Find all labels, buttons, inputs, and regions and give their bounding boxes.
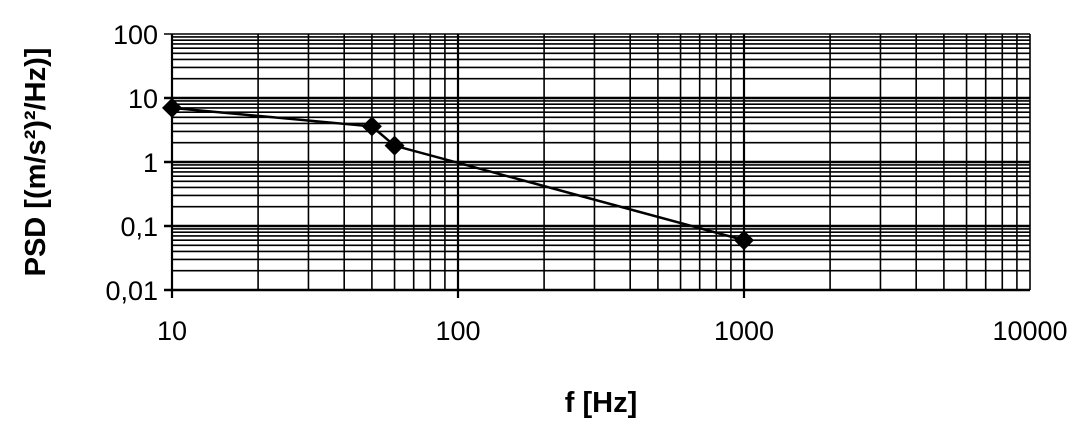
y-tick-label: 1 — [143, 148, 158, 178]
y-tick-label: 0,1 — [120, 212, 158, 242]
x-tick-label: 1000 — [714, 316, 774, 346]
data-point-marker — [162, 97, 182, 118]
grid — [164, 33, 1031, 298]
data-point-marker — [384, 135, 405, 156]
y-tick-label: 100 — [113, 20, 158, 50]
y-axis-label: PSD [(m/s²)²/Hz)] — [20, 48, 52, 277]
series-line — [171, 106, 745, 242]
data-point-marker — [734, 230, 754, 251]
y-tick-label: 0,01 — [105, 276, 158, 306]
x-tick-label: 10000 — [992, 316, 1067, 346]
y-tick-label: 10 — [128, 84, 158, 114]
x-tick-label: 100 — [435, 316, 480, 346]
tick-labels: 10 100 1000 10000 100 10 1 0,1 0,01 — [105, 20, 1067, 346]
data-point-marker — [361, 116, 382, 137]
x-axis-label: f [Hz] — [565, 387, 637, 419]
x-tick-label: 10 — [157, 316, 187, 346]
series — [162, 97, 754, 251]
